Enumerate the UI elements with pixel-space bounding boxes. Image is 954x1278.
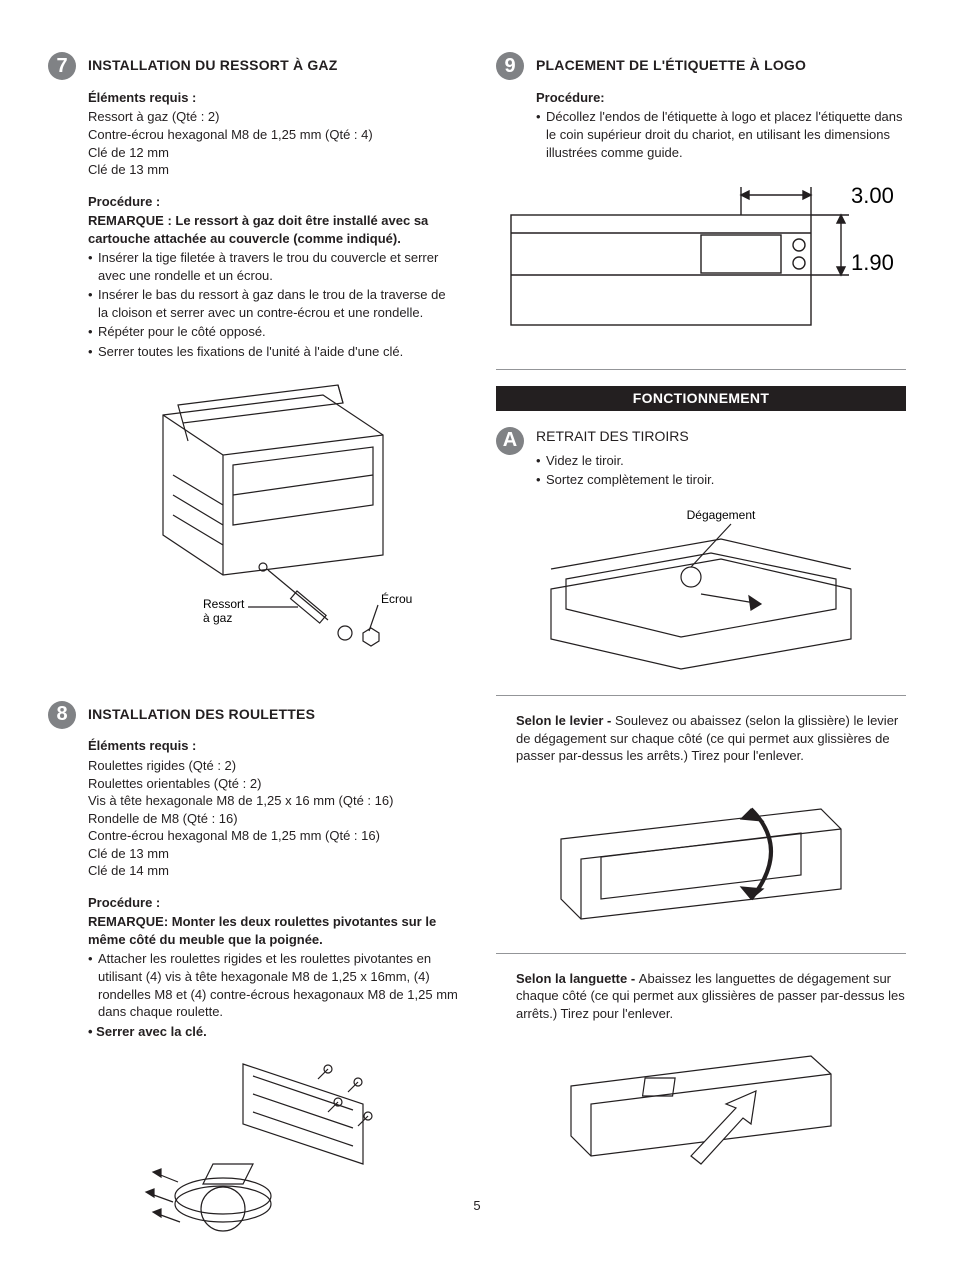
step-9-badge: 9 — [496, 52, 524, 80]
tab-diagram-icon — [551, 1036, 851, 1166]
step-7-badge: 7 — [48, 52, 76, 80]
step-7-figure: Ressort à gaz Écrou — [48, 375, 458, 675]
step-8-steps: Attacher les roulettes rigides et les ro… — [88, 950, 458, 1020]
step-8-proc-label: Procédure : — [88, 894, 458, 912]
callout-nut: Écrou — [381, 591, 412, 606]
step-9-steps: Décollez l'endos de l'étiquette à logo e… — [536, 108, 906, 161]
step-7-title: INSTALLATION DU RESSORT À GAZ — [88, 56, 458, 75]
callout-spring-l1: Ressort — [203, 597, 245, 611]
manual-page: 7 INSTALLATION DU RESSORT À GAZ Éléments… — [0, 0, 954, 1235]
tab-label: Selon la languette - — [516, 971, 639, 986]
step-a-header: A RETRAIT DES TIROIRS Videz le tiroir. S… — [496, 425, 906, 491]
step-a-badge: A — [496, 427, 524, 455]
step-7-steps: Insérer la tige filetée à travers le tro… — [88, 249, 458, 360]
step-9-proc-label: Procédure: — [536, 89, 906, 107]
step-7-header: 7 INSTALLATION DU RESSORT À GAZ — [48, 50, 458, 83]
dim-height: 1.90 — [851, 250, 894, 275]
step-7-req-3: Clé de 13 mm — [88, 161, 458, 179]
step-8-req-6: Clé de 14 mm — [88, 862, 458, 880]
step-8-body: Éléments requis : Roulettes rigides (Qté… — [88, 737, 458, 1040]
gas-spring-diagram-icon: Ressort à gaz Écrou — [93, 375, 413, 675]
lever-diagram-icon — [541, 779, 861, 929]
step-8-header: 8 INSTALLATION DES ROULETTES — [48, 699, 458, 732]
step-7-note: REMARQUE : Le ressort à gaz doit être in… — [88, 212, 458, 247]
step-8-note: REMARQUE: Monter les deux roulettes pivo… — [88, 913, 458, 948]
list-item: Serrer toutes les fixations de l'unité à… — [88, 343, 458, 361]
drawer-release-figure: Dégagement — [496, 499, 906, 679]
lever-label: Selon le levier - — [516, 713, 615, 728]
step-8-req-3: Rondelle de M8 (Qté : 16) — [88, 810, 458, 828]
step-7-req-1: Contre-écrou hexagonal M8 de 1,25 mm (Qt… — [88, 126, 458, 144]
lever-figure — [496, 779, 906, 929]
step-8-req-label: Éléments requis : — [88, 737, 458, 755]
step-8-tighten: • Serrer avec la clé. — [88, 1023, 458, 1041]
step-a-title: RETRAIT DES TIROIRS — [536, 427, 906, 446]
list-item: Attacher les roulettes rigides et les ro… — [88, 950, 458, 1020]
divider — [496, 953, 906, 954]
step-9-title: PLACEMENT DE L'ÉTIQUETTE À LOGO — [536, 56, 906, 75]
dim-width: 3.00 — [851, 183, 894, 208]
step-7-body: Éléments requis : Ressort à gaz (Qté : 2… — [88, 89, 458, 361]
tab-paragraph: Selon la languette - Abaissez les langue… — [516, 970, 906, 1023]
step-8-req-0: Roulettes rigides (Qté : 2) — [88, 757, 458, 775]
list-item: Insérer la tige filetée à travers le tro… — [88, 249, 458, 284]
step-7-req-2: Clé de 12 mm — [88, 144, 458, 162]
step-8-req-2: Vis à tête hexagonale M8 de 1,25 x 16 mm… — [88, 792, 458, 810]
page-number: 5 — [0, 1197, 954, 1215]
lever-paragraph: Selon le levier - Soulevez ou abaissez (… — [516, 712, 906, 765]
list-item: Videz le tiroir. — [536, 452, 906, 470]
divider — [496, 369, 906, 370]
step-8-req-1: Roulettes orientables (Qté : 2) — [88, 775, 458, 793]
callout-spring-l2: à gaz — [203, 611, 232, 625]
step-a-steps: Videz le tiroir. Sortez complètement le … — [536, 452, 906, 489]
step-9-body: Procédure: Décollez l'endos de l'étiquet… — [536, 89, 906, 161]
list-item: Sortez complètement le tiroir. — [536, 471, 906, 489]
operation-heading: FONCTIONNEMENT — [496, 386, 906, 411]
caster-diagram-icon — [103, 1054, 403, 1254]
list-item: Insérer le bas du ressort à gaz dans le … — [88, 286, 458, 321]
divider — [496, 695, 906, 696]
step-8-figure — [48, 1054, 458, 1254]
label-placement-diagram-icon: 3.00 1.90 — [501, 175, 901, 345]
step-8-title: INSTALLATION DES ROULETTES — [88, 705, 458, 724]
step-9-figure: 3.00 1.90 — [496, 175, 906, 345]
tab-figure — [496, 1036, 906, 1166]
step-8-badge: 8 — [48, 701, 76, 729]
step-7-proc-label: Procédure : — [88, 193, 458, 211]
step-7-req-label: Éléments requis : — [88, 89, 458, 107]
step-8-req-4: Contre-écrou hexagonal M8 de 1,25 mm (Qt… — [88, 827, 458, 845]
list-item: Répéter pour le côté opposé. — [88, 323, 458, 341]
left-column: 7 INSTALLATION DU RESSORT À GAZ Éléments… — [48, 50, 458, 1278]
drawer-remove-diagram-icon: Dégagement — [521, 499, 881, 679]
list-item: Décollez l'endos de l'étiquette à logo e… — [536, 108, 906, 161]
two-column-layout: 7 INSTALLATION DU RESSORT À GAZ Éléments… — [48, 50, 906, 1278]
step-7-req-0: Ressort à gaz (Qté : 2) — [88, 108, 458, 126]
step-8-req-5: Clé de 13 mm — [88, 845, 458, 863]
step-9-header: 9 PLACEMENT DE L'ÉTIQUETTE À LOGO — [496, 50, 906, 83]
callout-release: Dégagement — [687, 508, 756, 522]
right-column: 9 PLACEMENT DE L'ÉTIQUETTE À LOGO Procéd… — [496, 50, 906, 1278]
